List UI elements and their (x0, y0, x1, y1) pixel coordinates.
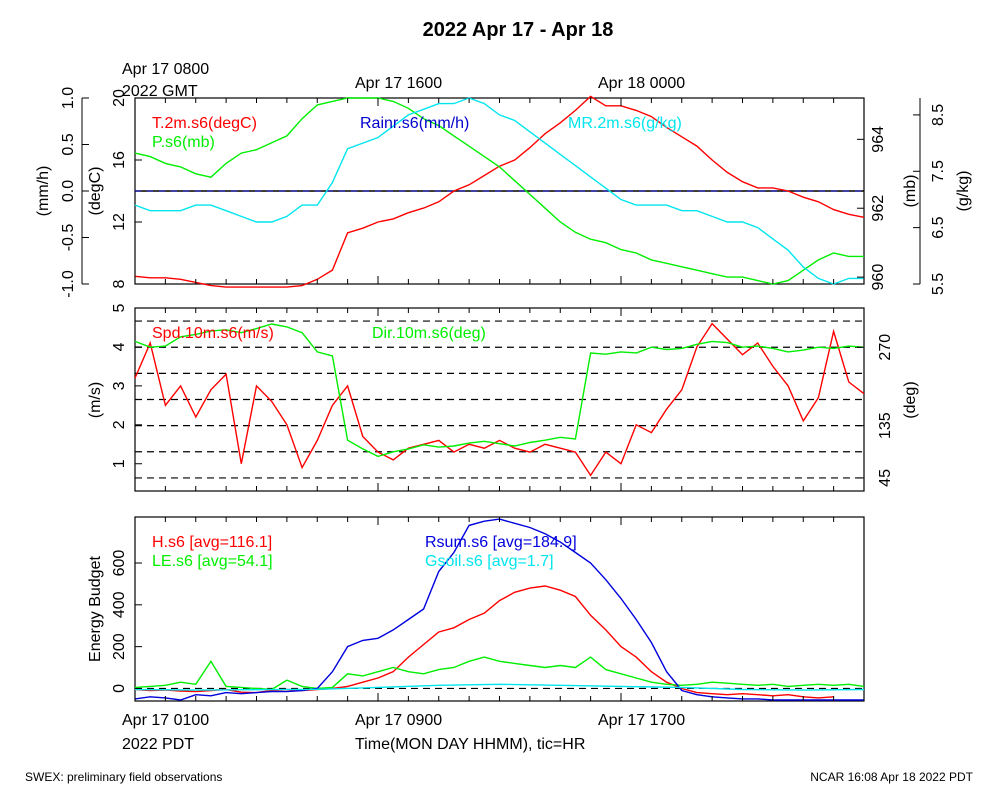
rain-tick-label-2: 0.0 (60, 180, 77, 202)
rain-tick-label-4: 1.0 (60, 87, 77, 109)
speed-tick-label-2: 3 (111, 381, 128, 390)
legend-rain: Rainr.s6(mm/h) (360, 115, 469, 132)
x-axis-title: Time(MON DAY HHMM), tic=HR (355, 736, 585, 753)
rain-tick-label-0: -1.0 (60, 270, 77, 298)
wind-reference-lines (135, 320, 864, 479)
pressure-axis-label: (mb) (902, 175, 919, 208)
rain-tick-label-1: -0.5 (60, 224, 77, 252)
pressure-tick-label-1: 962 (870, 195, 887, 222)
bottom-time-label-1-sub: 2022 PDT (122, 736, 194, 753)
top-time-label-2: Apr 17 1600 (355, 75, 442, 92)
bottom-time-label-2: Apr 17 0900 (355, 712, 442, 729)
pressure-tick-label-2: 964 (870, 126, 887, 153)
direction-tick-label-1: 135 (877, 412, 894, 439)
speed-tick-label-1: 2 (111, 420, 128, 429)
energy-tick-label-2: 400 (111, 591, 128, 618)
meteorology-axes: -1.0 -0.5 0.0 0.5 1.0 (mm/h) 8 12 16 20 (degC) 960 9… (35, 87, 972, 298)
legend-pressure: P.s6(mb) (152, 134, 215, 151)
direction-tick-label-0: 45 (877, 469, 894, 487)
top-time-label-1-sub: 2022 GMT (122, 83, 198, 100)
meteorology-panel: -1.0 -0.5 0.0 0.5 1.0 (mm/h) 8 12 16 20 (degC) 960 9… (35, 87, 972, 298)
meteorology-mr-line (134, 97, 864, 285)
temp-tick-label-3: 20 (111, 89, 128, 107)
wind-dir-line (134, 323, 865, 458)
energy-tick-label-3: 600 (111, 550, 128, 577)
direction-axis-label: (deg) (902, 381, 919, 418)
bottom-time-label-1: Apr 17 0100 (122, 712, 209, 729)
legend-latent-heat: LE.s6 [avg=54.1] (152, 553, 273, 570)
temp-tick-label-1: 12 (111, 213, 128, 231)
speed-tick-label-4: 5 (111, 303, 128, 312)
legend-radiation-sum: Rsum.s6 [avg=184.9] (425, 534, 577, 551)
energy-h-line (134, 585, 834, 699)
rain-axis-label: (mm/h) (35, 166, 52, 217)
mixing-ratio-tick-label-3: 8.5 (930, 104, 947, 126)
legend-mixing-ratio: MR.2m.s6(g/kg) (568, 115, 682, 132)
bottom-time-label-3: Apr 17 1700 (598, 712, 685, 729)
mixing-ratio-axis-label: (g/kg) (955, 171, 972, 212)
speed-tick-label-3: 4 (111, 342, 128, 351)
top-time-label-1: Apr 17 0800 (122, 61, 209, 78)
energy-tick-label-1: 200 (111, 633, 128, 660)
energy-panel: 0 200 400 600 Energy Budget H.s6 [avg=116.1]… (87, 516, 865, 702)
pressure-tick-label-0: 960 (870, 264, 887, 291)
speed-tick-label-0: 1 (111, 459, 128, 468)
energy-axes: 0 200 400 600 Energy Budget (87, 517, 865, 701)
direction-tick-label-2: 270 (877, 334, 894, 361)
energy-le-line (134, 656, 865, 691)
energy-gsoil-line (134, 683, 865, 691)
wind-spd-line (134, 322, 865, 477)
temp-tick-label-0: 8 (111, 279, 128, 288)
legend-wind-speed: Spd.10m.s6(m/s) (152, 325, 274, 342)
mixing-ratio-tick-label-0: 5.5 (930, 273, 947, 295)
speed-axis-label: (m/s) (87, 382, 104, 418)
chart-title: 2022 Apr 17 - Apr 18 (423, 19, 614, 41)
rain-tick-label-3: 0.5 (60, 133, 77, 155)
meteorology-pres-line (134, 97, 864, 285)
legend-wind-direction: Dir.10m.s6(deg) (372, 325, 486, 342)
temp-tick-label-2: 16 (111, 151, 128, 169)
meteorology-plot-area (134, 95, 865, 288)
temp-axis-label: (degC) (87, 167, 104, 216)
wind-plot-area (134, 322, 865, 477)
legend-sensible-heat: H.s6 [avg=116.1] (152, 534, 272, 551)
legend-t2m: T.2m.s6(degC) (152, 115, 257, 132)
mixing-ratio-tick-label-1: 6.5 (930, 216, 947, 238)
footer-right: NCAR 16:08 Apr 18 2022 PDT (810, 770, 973, 784)
footer-left: SWEX: preliminary field observations (25, 770, 222, 784)
energy-tick-label-0: 0 (111, 684, 128, 693)
legend-soil-heat: Gsoil.s6 [avg=1.7] (425, 553, 554, 570)
energy-axis-label: Energy Budget (87, 556, 104, 662)
mixing-ratio-tick-label-2: 7.5 (930, 160, 947, 182)
top-time-label-3: Apr 18 0000 (598, 75, 685, 92)
